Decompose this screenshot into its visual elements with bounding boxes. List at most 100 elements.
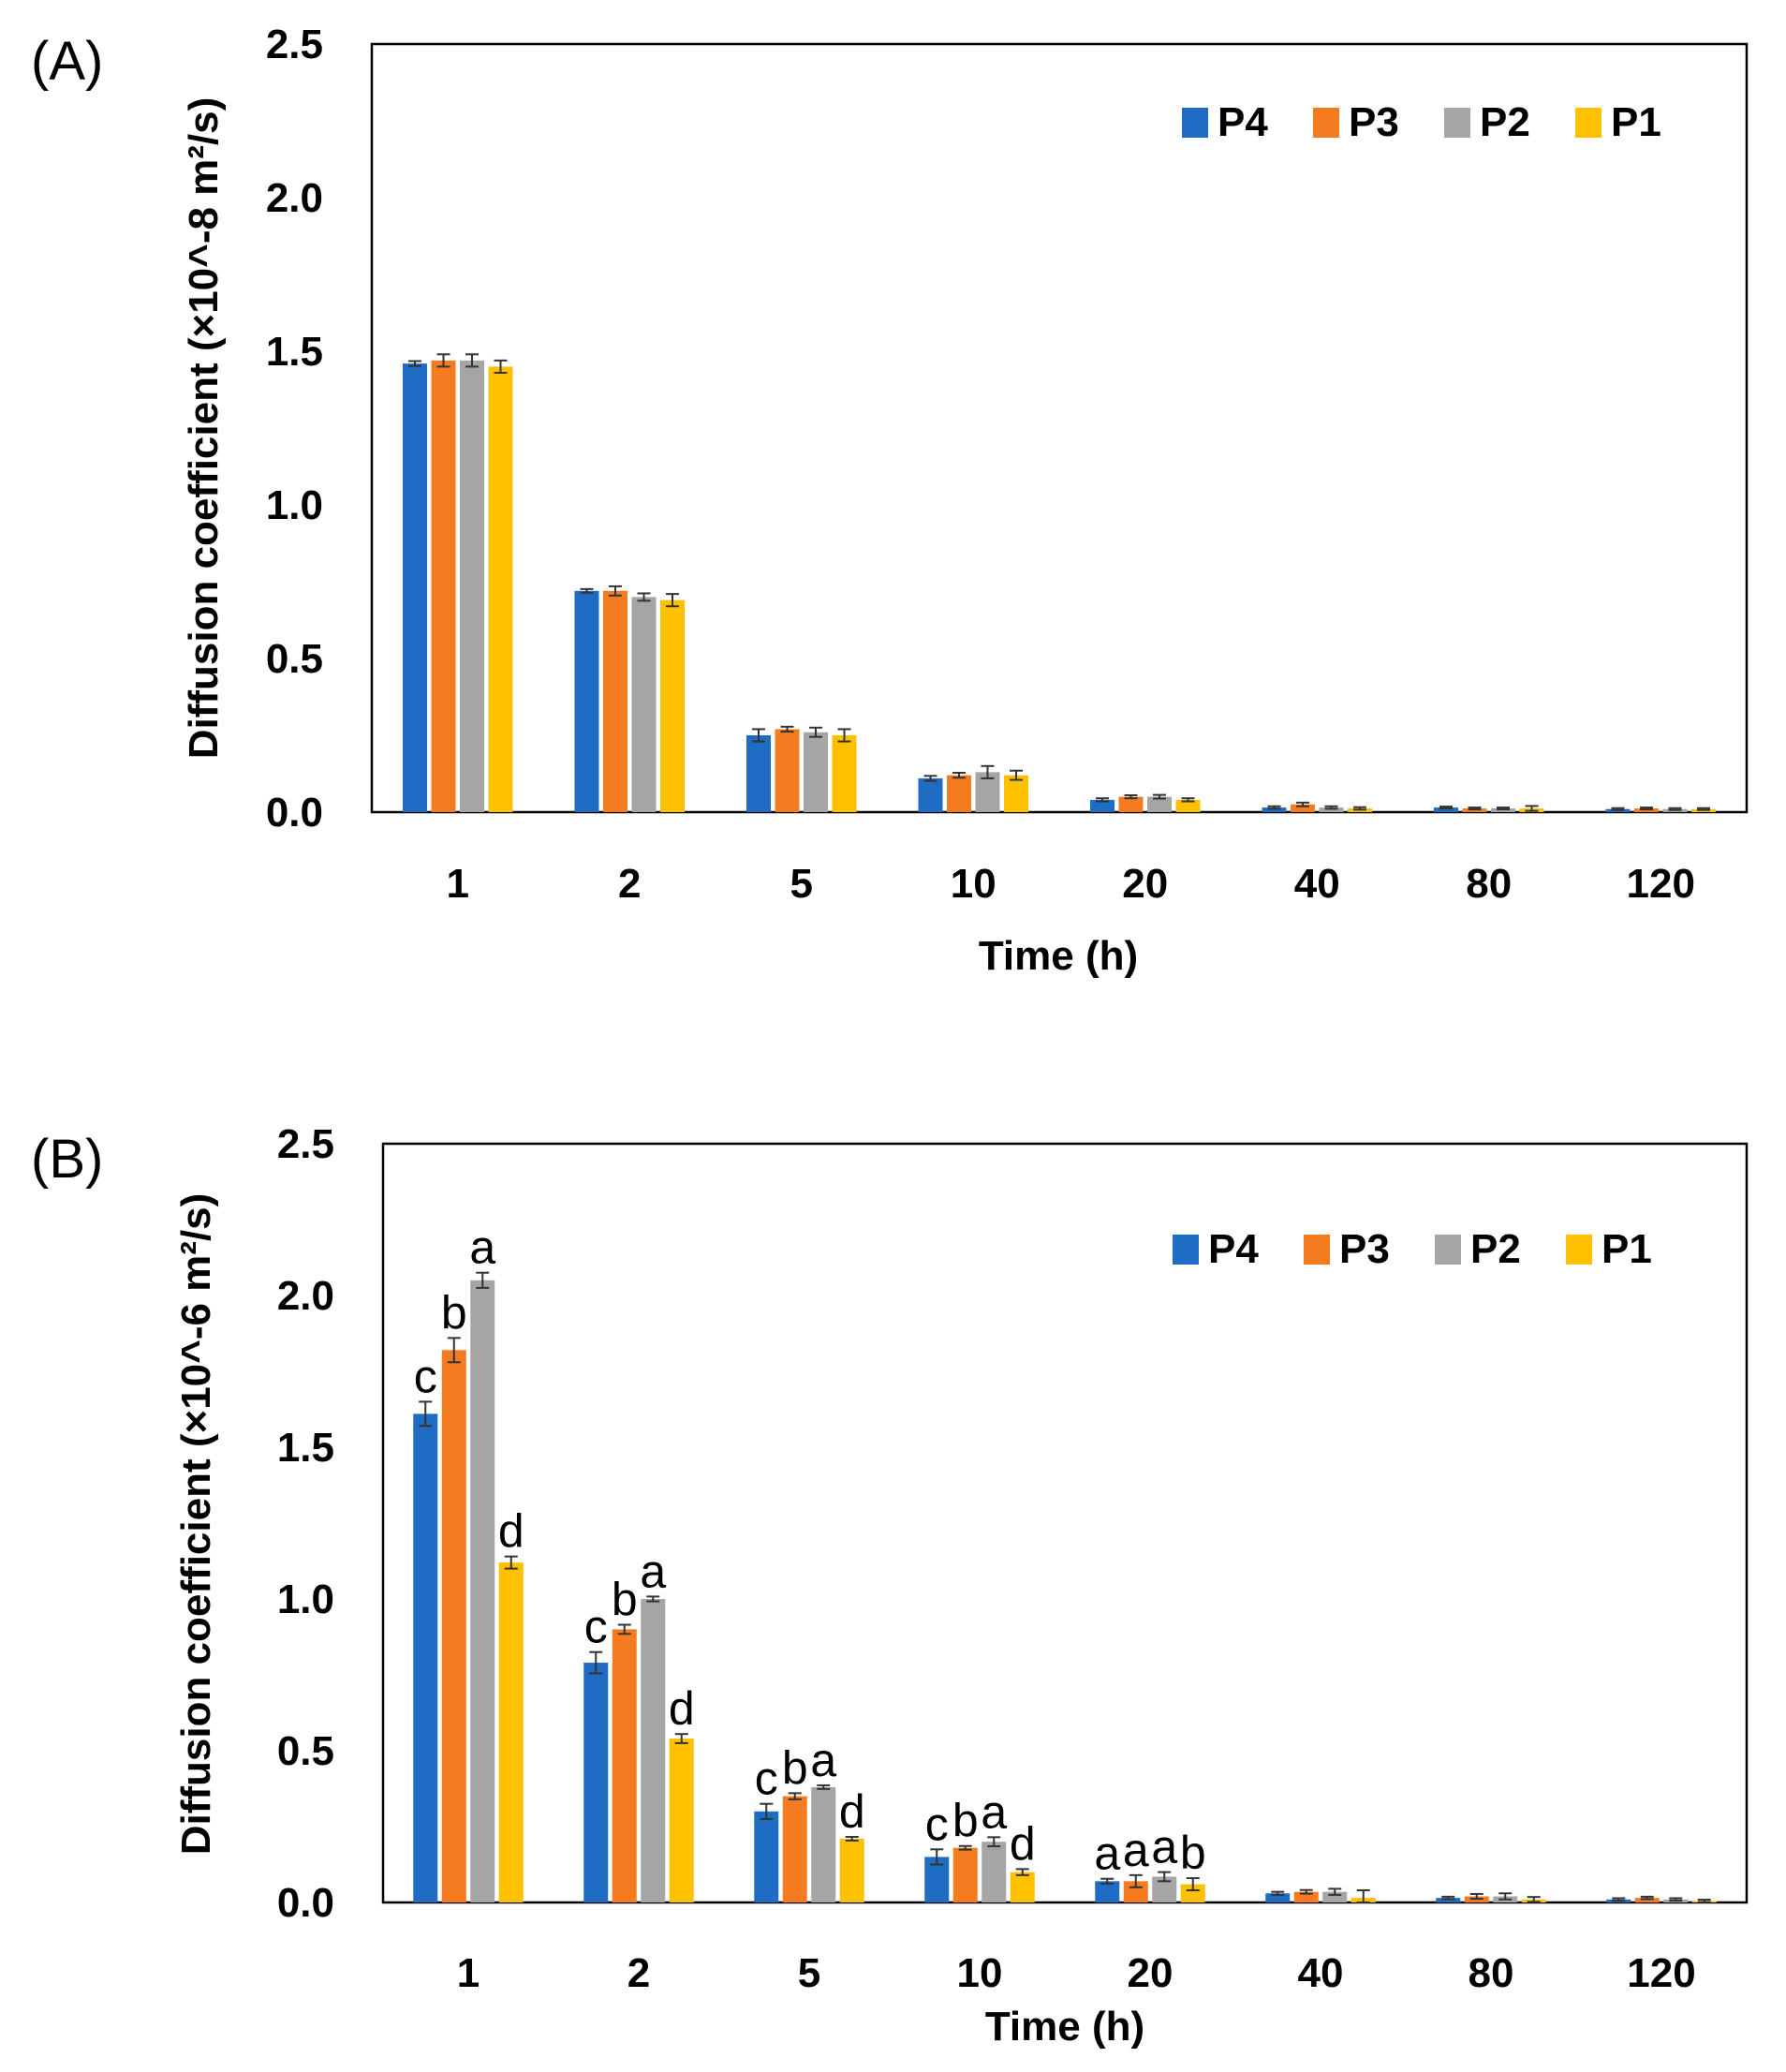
error-bar-p2-20 bbox=[1153, 793, 1166, 800]
x-tick-label: 20 bbox=[1122, 861, 1168, 907]
bar-p3-40 bbox=[1293, 1891, 1319, 1902]
y-tick-label: 1.0 bbox=[266, 482, 323, 528]
bar-p4-5 bbox=[754, 1811, 779, 1902]
legend-label: P4 bbox=[1208, 1226, 1259, 1272]
error-bar-p4-40 bbox=[1271, 1890, 1285, 1896]
error-bar-p1-2 bbox=[666, 593, 679, 608]
error-bar-p1-20 bbox=[1181, 797, 1195, 803]
error-bar-p3-120 bbox=[1640, 807, 1653, 811]
x-axis-title: Time (h) bbox=[979, 933, 1138, 979]
panel-label: (B) bbox=[31, 1129, 103, 1190]
legend-swatch bbox=[1313, 108, 1339, 138]
significance-letter: a bbox=[1123, 1824, 1149, 1876]
panel-label: (A) bbox=[31, 31, 103, 92]
significance-letter: b bbox=[782, 1741, 808, 1794]
x-tick-label: 1 bbox=[457, 1950, 480, 1996]
bar-p3-40 bbox=[1291, 804, 1315, 812]
error-bar-p3-40 bbox=[1299, 1888, 1313, 1895]
significance-letter: d bbox=[669, 1682, 695, 1735]
x-tick-label: 10 bbox=[951, 861, 996, 907]
legend-label: P3 bbox=[1339, 1226, 1390, 1272]
significance-letter: a bbox=[1094, 1828, 1120, 1880]
x-tick-label: 80 bbox=[1469, 1950, 1514, 1996]
y-tick-label: 0.5 bbox=[277, 1728, 334, 1774]
significance-letter: a bbox=[469, 1221, 495, 1274]
legend-label: P4 bbox=[1218, 99, 1268, 145]
bar-p4-40 bbox=[1265, 1893, 1291, 1902]
significance-letter: b bbox=[612, 1574, 638, 1626]
error-bar-p3-120 bbox=[1640, 1895, 1654, 1901]
error-bar-p4-1 bbox=[419, 1400, 433, 1428]
x-tick-label: 1 bbox=[447, 861, 469, 907]
error-bar-p3-2 bbox=[609, 585, 622, 597]
significance-letter: b bbox=[1180, 1827, 1206, 1879]
bar-p3-20 bbox=[1118, 796, 1144, 812]
bar-p3-1 bbox=[441, 1350, 466, 1902]
error-bar-p3-80 bbox=[1468, 807, 1482, 811]
x-tick-label: 120 bbox=[1627, 861, 1695, 907]
legend-swatch bbox=[1444, 108, 1470, 138]
error-bar-p3-20 bbox=[1129, 1873, 1143, 1888]
error-bar-p2-2 bbox=[637, 592, 651, 602]
y-tick-label: 0.0 bbox=[266, 790, 323, 836]
x-axis-title: Time (h) bbox=[985, 2004, 1144, 2050]
y-tick-label: 1.5 bbox=[277, 1425, 334, 1471]
y-axis-title: Diffusion coefficient (×10^-6 m²/s) bbox=[173, 1193, 219, 1856]
significance-letter: a bbox=[810, 1734, 836, 1786]
error-bar-p4-5 bbox=[752, 728, 765, 743]
bar-p3-1 bbox=[431, 360, 456, 812]
significance-letter: b bbox=[441, 1286, 467, 1339]
error-bar-p2-5 bbox=[817, 1783, 831, 1790]
error-bar-p2-5 bbox=[809, 726, 822, 738]
significance-letter: b bbox=[952, 1795, 979, 1847]
error-bar-p1-20 bbox=[1186, 1877, 1200, 1892]
bar-p4-20 bbox=[1095, 1881, 1120, 1902]
error-bar-p1-10 bbox=[1010, 769, 1023, 781]
legend-item-p4: P4 bbox=[1182, 99, 1268, 145]
error-bar-p2-10 bbox=[981, 764, 995, 779]
legend-item-p1: P1 bbox=[1575, 99, 1661, 145]
bar-p4-5 bbox=[746, 735, 771, 812]
bar-p4-1 bbox=[413, 1413, 438, 1902]
plot-frame bbox=[381, 1142, 1749, 1904]
error-bar-p3-40 bbox=[1296, 801, 1309, 807]
bar-p2-40 bbox=[1322, 1891, 1348, 1902]
error-bar-p1-120 bbox=[1697, 807, 1710, 811]
bar-p1-5 bbox=[839, 1838, 864, 1902]
legend-item-p3: P3 bbox=[1313, 99, 1399, 145]
chart-panel-b: (B) 0.0 0.5 1.0 1.5 2.0 2.5 Diffusion coefficie… bbox=[31, 1121, 1749, 2050]
bar-p2-1 bbox=[460, 360, 484, 812]
error-bar-p3-10 bbox=[952, 772, 966, 779]
error-bar-p4-2 bbox=[589, 1650, 603, 1675]
bar-p2-10 bbox=[982, 1842, 1007, 1902]
bar-p4-40 bbox=[1262, 807, 1287, 812]
chart-panel-a: (A) 0.0 0.5 1.0 1.5 2.0 2.5 Diffusion coefficie… bbox=[31, 22, 1749, 979]
error-bar-p1-80 bbox=[1527, 1896, 1541, 1903]
bar-p3-10 bbox=[947, 775, 971, 812]
error-bar-p1-1 bbox=[504, 1555, 518, 1570]
error-bar-p4-20 bbox=[1100, 1877, 1114, 1885]
error-bar-p1-40 bbox=[1353, 806, 1366, 811]
bar-p2-2 bbox=[641, 1599, 666, 1902]
y-tick-label: 2.0 bbox=[266, 175, 323, 221]
bar-p4-2 bbox=[583, 1663, 609, 1902]
bar-p2-5 bbox=[804, 732, 828, 812]
error-bar-p1-5 bbox=[845, 1836, 859, 1842]
bar-p1-10 bbox=[1004, 775, 1028, 812]
error-bar-p3-10 bbox=[958, 1844, 972, 1851]
legend-swatch bbox=[1566, 1235, 1592, 1265]
error-bar-p4-40 bbox=[1267, 805, 1281, 810]
y-tick-label: 2.5 bbox=[266, 22, 323, 67]
error-bar-p3-2 bbox=[617, 1623, 631, 1635]
error-bar-p4-10 bbox=[923, 775, 937, 782]
bar-p1-20 bbox=[1180, 1884, 1205, 1902]
error-bar-p3-1 bbox=[436, 353, 450, 368]
bar-p4-1 bbox=[403, 363, 427, 812]
bar-p3-10 bbox=[952, 1847, 978, 1902]
bar-p2-20 bbox=[1147, 796, 1172, 812]
error-bar-p2-40 bbox=[1324, 805, 1338, 810]
significance-letter: c bbox=[584, 1601, 608, 1653]
bar-p2-1 bbox=[470, 1280, 495, 1902]
y-tick-label: 1.0 bbox=[277, 1576, 334, 1622]
